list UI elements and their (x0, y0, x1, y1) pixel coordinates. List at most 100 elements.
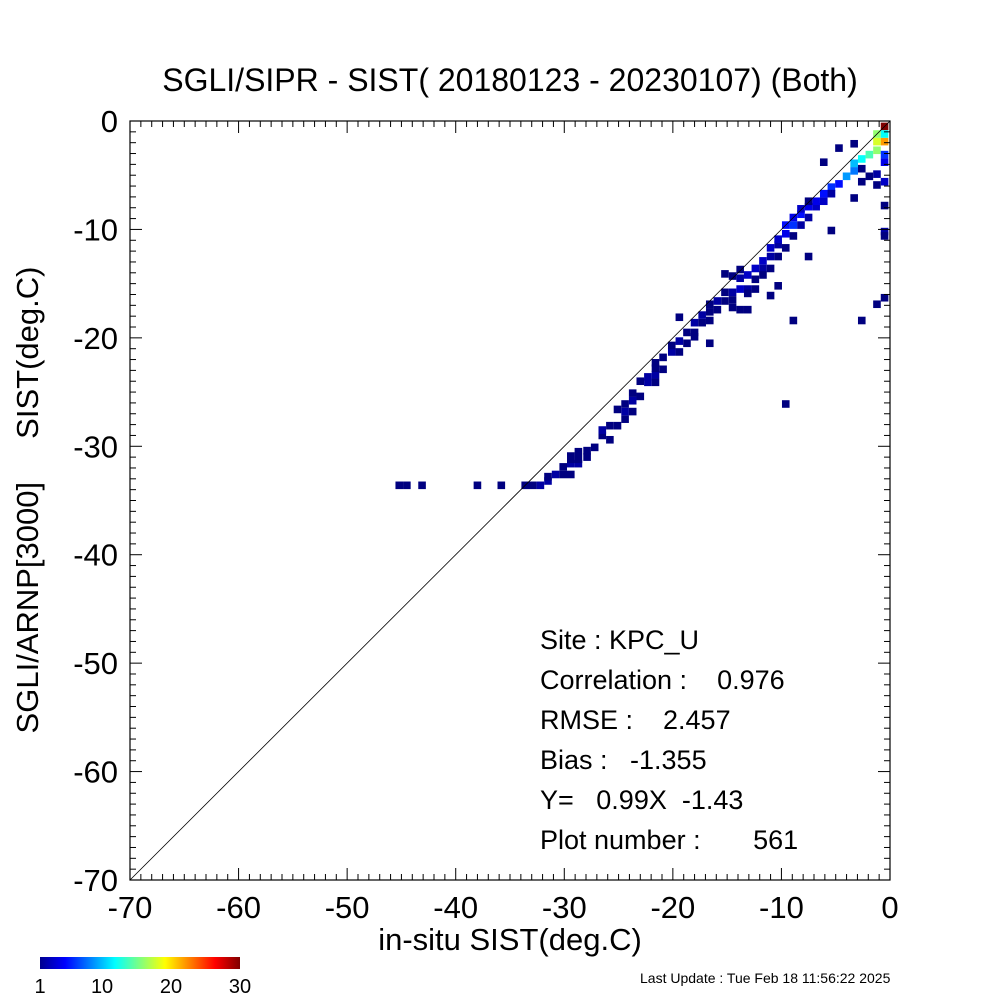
y-tick-label: -70 (73, 863, 118, 898)
stats-fit: Y= 0.99X -1.43 (540, 785, 743, 815)
density-cell (873, 137, 881, 146)
density-cell (850, 139, 858, 148)
density-cell (812, 202, 820, 211)
density-cell (736, 285, 744, 293)
density-cell (529, 481, 537, 490)
density-cell (675, 348, 684, 356)
density-cell (850, 194, 858, 202)
density-cell (659, 365, 667, 374)
density-cell (797, 210, 805, 219)
density-cell (690, 318, 699, 327)
density-cell (606, 421, 614, 430)
density-cell (880, 232, 889, 240)
colorbar-tick-label: 30 (229, 976, 251, 998)
colorbar-tick-labels: 1 10 20 30 (34, 976, 251, 998)
density-cell (865, 150, 874, 159)
density-cell (751, 264, 760, 273)
colorbar-tick-label: 20 (160, 976, 182, 998)
density-cell (713, 305, 722, 314)
x-tick-label: -20 (650, 890, 695, 925)
density-cell (644, 373, 652, 381)
density-cell (880, 130, 889, 138)
density-cell (651, 378, 660, 387)
density-cell (567, 470, 575, 479)
density-cell (880, 137, 889, 146)
stats-site: Site : KPC_U (540, 625, 699, 655)
x-tick-labels: -70 -60 -50 -40 -30 -20 -10 0 (108, 890, 899, 925)
y-tick-label: 0 (101, 104, 118, 139)
density-cell (865, 172, 874, 181)
density-cell (857, 177, 866, 186)
density-cell (850, 159, 858, 168)
density-cell (613, 421, 622, 430)
density-cell (567, 459, 575, 468)
density-cell (797, 221, 805, 229)
density-cell (880, 177, 889, 186)
density-cell (690, 328, 699, 337)
density-cell (583, 453, 591, 461)
density-cell (736, 274, 744, 283)
y-axis-label: SGLI/ARNP[3000] SIST(deg.C) (10, 267, 45, 734)
density-cell (857, 155, 866, 163)
density-cell (766, 244, 775, 252)
density-cell (567, 452, 575, 460)
density-cell (819, 189, 828, 198)
density-cell (804, 202, 813, 211)
density-cell (819, 158, 828, 166)
density-cell (759, 271, 767, 279)
density-cell (497, 481, 506, 490)
density-cell (606, 435, 614, 444)
x-axis-label: in-situ SIST(deg.C) (378, 922, 642, 957)
stats-bias: Bias : -1.355 (540, 745, 707, 775)
density-cell (880, 158, 889, 166)
density-cell (636, 377, 645, 386)
density-cell (743, 285, 752, 293)
density-cell (842, 172, 851, 181)
density-cell (473, 481, 482, 490)
density-cell (713, 297, 722, 305)
density-cell (651, 359, 660, 367)
density-cell (766, 252, 775, 261)
density-cell (559, 463, 567, 471)
last-update-text: Last Update : Tue Feb 18 11:56:22 2025 (640, 970, 891, 986)
axis-ticks (129, 120, 891, 881)
density-cell (628, 396, 637, 405)
density-cell (559, 470, 567, 479)
density-cell (751, 275, 760, 284)
density-cell (613, 405, 622, 414)
density-cell (683, 328, 691, 337)
density-cell (590, 443, 599, 452)
density-cell (759, 257, 767, 265)
density-cell (759, 264, 767, 273)
x-tick-label: -70 (108, 890, 153, 925)
density-cell (628, 407, 637, 416)
x-tick-label: -40 (433, 890, 478, 925)
density-cell (598, 426, 607, 434)
stats-correlation: Correlation : 0.976 (540, 665, 785, 695)
density-cell (873, 170, 881, 178)
density-cell (698, 318, 706, 327)
density-cell (721, 297, 729, 305)
x-tick-label: 0 (881, 890, 898, 925)
density-cell (789, 221, 798, 229)
density-cell (728, 303, 737, 312)
density-cell (721, 270, 729, 278)
one-to-one-line (129, 120, 891, 881)
density-cell (705, 308, 714, 316)
density-cell (659, 353, 667, 362)
y-tick-label: -30 (73, 429, 118, 464)
density-cell (880, 293, 889, 302)
density-cell (873, 146, 881, 155)
density-cell (743, 305, 752, 314)
density-cell (774, 282, 782, 290)
density-cell (743, 271, 752, 279)
density-cell (827, 183, 836, 191)
density-cell (598, 431, 607, 440)
density-cell (667, 341, 676, 350)
y-tick-label: -50 (73, 646, 118, 681)
density-cell (651, 364, 660, 373)
density-cell (536, 481, 545, 490)
density-cell (781, 244, 790, 252)
density-cell (827, 226, 836, 235)
x-tick-label: -10 (759, 890, 804, 925)
